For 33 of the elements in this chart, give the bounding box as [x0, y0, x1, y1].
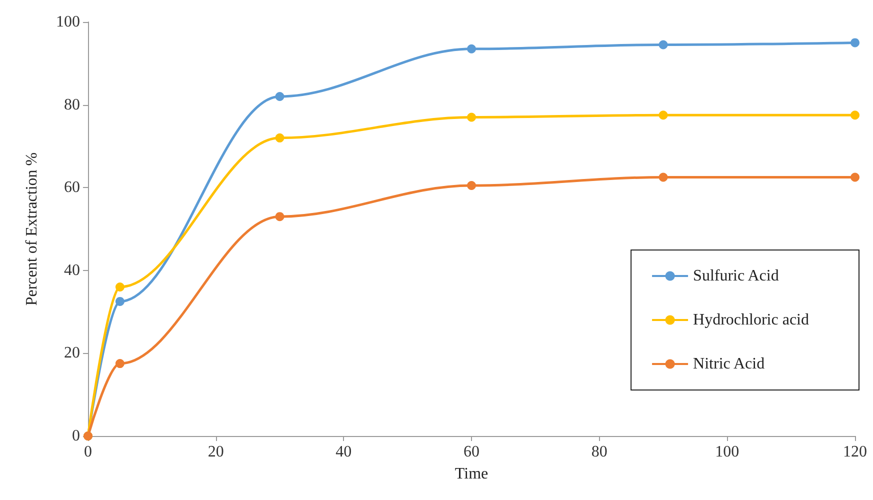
y-tick-label: 0	[72, 428, 80, 444]
point	[850, 38, 860, 48]
point	[658, 172, 668, 182]
point	[115, 359, 124, 368]
y-tick-label: 100	[56, 14, 80, 30]
legend-label: Nitric Acid	[693, 356, 765, 372]
x-tick-label: 40	[336, 444, 352, 460]
x-tick-label: 120	[843, 444, 867, 460]
x-tick-label: 0	[84, 444, 92, 460]
legend-label: Sulfuric Acid	[693, 268, 779, 284]
point	[658, 110, 668, 120]
y-axis-title: Percent of Extraction %	[24, 152, 40, 306]
x-tick-label: 100	[715, 444, 740, 460]
y-tick-label: 20	[64, 344, 80, 362]
y-tick-label: 60	[64, 179, 80, 196]
point	[850, 110, 860, 120]
y-tick-label: 40	[64, 262, 80, 279]
legend-label: Hydrochloric acid	[693, 312, 809, 328]
point	[275, 212, 284, 222]
point	[658, 40, 668, 50]
y-tick-label: 80	[64, 96, 80, 114]
x-axis-title: Time	[454, 466, 488, 482]
point	[275, 92, 284, 102]
point	[467, 112, 476, 122]
x-tick-label: 20	[208, 444, 224, 460]
point	[850, 172, 860, 182]
x-tick-label: 60	[464, 444, 480, 460]
point	[467, 44, 476, 54]
point	[275, 133, 284, 142]
point	[115, 296, 124, 306]
point	[115, 282, 124, 292]
point	[467, 181, 476, 190]
x-tick-label: 80	[591, 444, 608, 460]
